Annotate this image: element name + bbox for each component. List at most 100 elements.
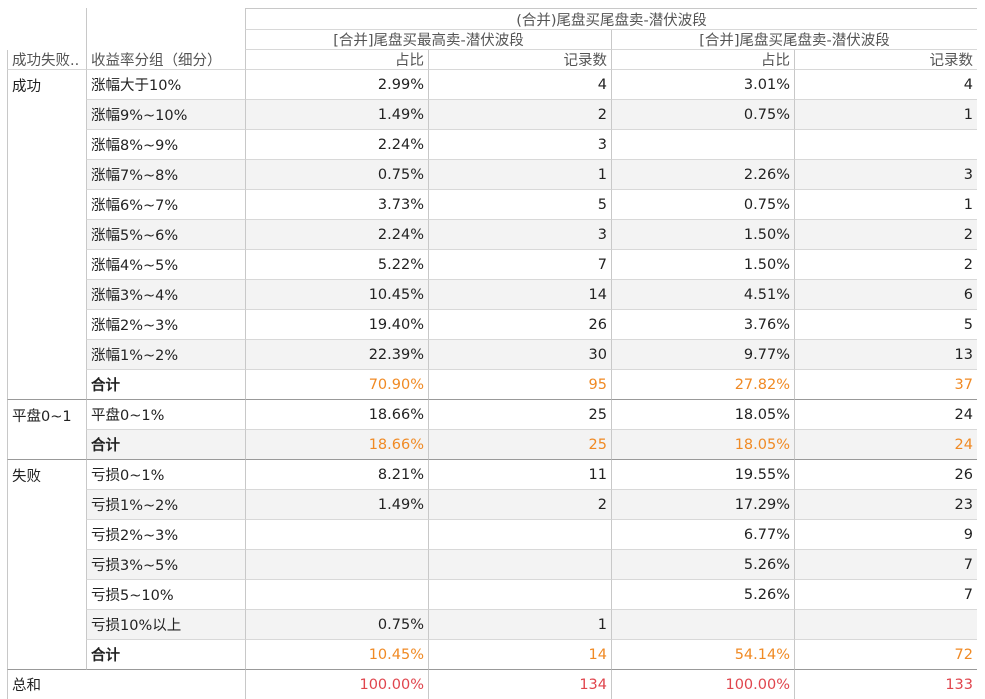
value-cell: 19.55% bbox=[611, 460, 794, 490]
row-label: 亏损3%~5% bbox=[86, 550, 245, 580]
value-cell: 13 bbox=[794, 340, 977, 370]
group-label: 成功 bbox=[7, 70, 86, 400]
subtotal-cell: 95 bbox=[428, 370, 611, 400]
value-cell: 14 bbox=[428, 280, 611, 310]
value-cell: 6.77% bbox=[611, 520, 794, 550]
subtotal-cell: 24 bbox=[794, 430, 977, 460]
value-cell: 9.77% bbox=[611, 340, 794, 370]
row-label: 亏损5~10% bbox=[86, 580, 245, 610]
row-label: 亏损0~1% bbox=[86, 460, 245, 490]
row-label: 涨幅6%~7% bbox=[86, 190, 245, 220]
total-cell: 133 bbox=[794, 670, 977, 699]
row-label: 涨幅4%~5% bbox=[86, 250, 245, 280]
value-cell: 7 bbox=[428, 250, 611, 280]
value-cell: 4 bbox=[428, 70, 611, 100]
value-cell bbox=[428, 550, 611, 580]
group-label: 失败 bbox=[7, 460, 86, 670]
value-cell: 2.99% bbox=[245, 70, 428, 100]
value-cell: 1 bbox=[794, 100, 977, 130]
value-cell: 6 bbox=[794, 280, 977, 310]
value-cell: 2.24% bbox=[245, 220, 428, 250]
value-cell: 0.75% bbox=[245, 610, 428, 640]
value-cell bbox=[428, 580, 611, 610]
value-cell: 2 bbox=[428, 100, 611, 130]
value-cell bbox=[428, 520, 611, 550]
value-cell: 2 bbox=[794, 250, 977, 280]
value-cell: 1.49% bbox=[245, 490, 428, 520]
column-header: 收益率分组（细分） bbox=[86, 50, 245, 70]
value-cell: 1.49% bbox=[245, 100, 428, 130]
value-cell: 8.21% bbox=[245, 460, 428, 490]
value-cell: 5.26% bbox=[611, 580, 794, 610]
value-cell: 1.50% bbox=[611, 250, 794, 280]
value-cell bbox=[245, 520, 428, 550]
value-cell: 0.75% bbox=[245, 160, 428, 190]
value-cell bbox=[611, 130, 794, 160]
value-cell: 2.26% bbox=[611, 160, 794, 190]
subtotal-cell: 70.90% bbox=[245, 370, 428, 400]
subtotal-cell: 27.82% bbox=[611, 370, 794, 400]
subtotal-cell: 25 bbox=[428, 430, 611, 460]
subtotal-cell: 37 bbox=[794, 370, 977, 400]
row-label: 涨幅7%~8% bbox=[86, 160, 245, 190]
value-cell: 17.29% bbox=[611, 490, 794, 520]
value-cell: 3 bbox=[428, 130, 611, 160]
value-cell: 5.22% bbox=[245, 250, 428, 280]
row-label: 涨幅9%~10% bbox=[86, 100, 245, 130]
value-cell: 25 bbox=[428, 400, 611, 430]
row-label: 亏损1%~2% bbox=[86, 490, 245, 520]
row-label: 亏损2%~3% bbox=[86, 520, 245, 550]
total-cell: 100.00% bbox=[611, 670, 794, 699]
value-cell: 1 bbox=[794, 190, 977, 220]
value-cell: 5 bbox=[794, 310, 977, 340]
value-cell: 7 bbox=[794, 580, 977, 610]
column-header: 成功失败.. bbox=[7, 50, 86, 70]
row-label: 平盘0~1% bbox=[86, 400, 245, 430]
value-cell: 1.50% bbox=[611, 220, 794, 250]
value-cell: 3 bbox=[428, 220, 611, 250]
row-label: 涨幅3%~4% bbox=[86, 280, 245, 310]
value-cell: 4 bbox=[794, 70, 977, 100]
value-cell: 19.40% bbox=[245, 310, 428, 340]
subtotal-cell: 54.14% bbox=[611, 640, 794, 670]
value-cell bbox=[794, 610, 977, 640]
subtotal-label: 合计 bbox=[86, 370, 245, 400]
value-cell: 3.76% bbox=[611, 310, 794, 340]
value-cell: 1 bbox=[428, 610, 611, 640]
value-cell bbox=[245, 550, 428, 580]
row-label: 涨幅2%~3% bbox=[86, 310, 245, 340]
value-cell: 4.51% bbox=[611, 280, 794, 310]
subtotal-cell: 10.45% bbox=[245, 640, 428, 670]
value-cell: 3 bbox=[794, 160, 977, 190]
column-header: 记录数 bbox=[428, 50, 611, 70]
total-label: 总和 bbox=[7, 670, 245, 699]
value-cell: 3.01% bbox=[611, 70, 794, 100]
column-header: 记录数 bbox=[794, 50, 977, 70]
header-title: (合并)尾盘买尾盘卖-潜伏波段 bbox=[245, 8, 977, 30]
value-cell: 0.75% bbox=[611, 190, 794, 220]
value-cell: 1 bbox=[428, 160, 611, 190]
value-cell: 2.24% bbox=[245, 130, 428, 160]
column-header: 占比 bbox=[611, 50, 794, 70]
value-cell: 0.75% bbox=[611, 100, 794, 130]
value-cell: 18.05% bbox=[611, 400, 794, 430]
row-label: 涨幅1%~2% bbox=[86, 340, 245, 370]
value-cell: 3.73% bbox=[245, 190, 428, 220]
column-header: 占比 bbox=[245, 50, 428, 70]
value-cell: 26 bbox=[794, 460, 977, 490]
subtotal-cell: 14 bbox=[428, 640, 611, 670]
subtotal-cell: 18.05% bbox=[611, 430, 794, 460]
group-label: 平盘0~1 bbox=[7, 400, 86, 460]
total-cell: 134 bbox=[428, 670, 611, 699]
value-cell: 5.26% bbox=[611, 550, 794, 580]
value-cell: 10.45% bbox=[245, 280, 428, 310]
value-cell: 9 bbox=[794, 520, 977, 550]
subtotal-label: 合计 bbox=[86, 640, 245, 670]
value-cell: 23 bbox=[794, 490, 977, 520]
value-cell: 24 bbox=[794, 400, 977, 430]
subtotal-cell: 72 bbox=[794, 640, 977, 670]
row-label: 涨幅8%~9% bbox=[86, 130, 245, 160]
row-label: 涨幅大于10% bbox=[86, 70, 245, 100]
subtotal-cell: 18.66% bbox=[245, 430, 428, 460]
